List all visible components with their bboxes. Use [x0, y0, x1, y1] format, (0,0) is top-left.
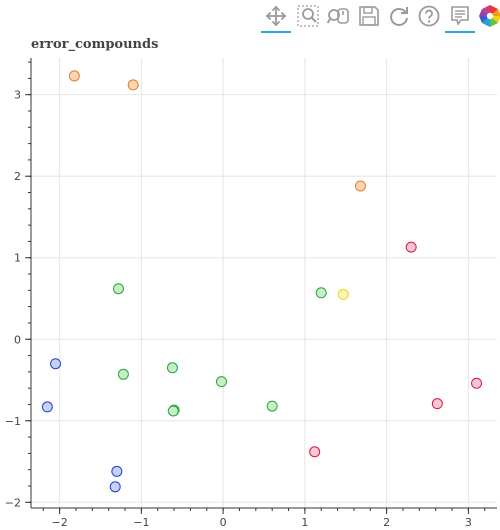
y-tick-label: 2 — [14, 170, 21, 183]
scatter-point[interactable] — [471, 377, 483, 389]
bokeh-logo[interactable] — [478, 4, 500, 28]
x-tick-label: −2 — [52, 516, 68, 529]
x-tick-label: 2 — [383, 516, 390, 529]
box-zoom-tool[interactable] — [296, 4, 320, 28]
y-tick-label: 0 — [14, 333, 21, 346]
x-tick-label: 0 — [220, 516, 227, 529]
x-tick-label: −1 — [133, 516, 149, 529]
y-tick-label: −2 — [5, 496, 21, 509]
hover-tooltip-icon — [451, 6, 469, 26]
wheel-zoom-tool[interactable] — [326, 4, 350, 28]
scatter-point[interactable] — [109, 481, 121, 493]
hover-tool[interactable] — [445, 4, 475, 33]
scatter-point[interactable] — [405, 241, 417, 253]
pan-move-icon — [265, 5, 287, 27]
scatter-point[interactable] — [166, 362, 178, 374]
y-tick-label: 3 — [14, 89, 21, 102]
scatter-point[interactable] — [337, 288, 349, 300]
scatter-point[interactable] — [309, 446, 321, 458]
help-icon — [418, 5, 440, 27]
scatter-point[interactable] — [50, 358, 62, 370]
scatter-point[interactable] — [315, 287, 327, 299]
scatter-point[interactable] — [167, 405, 179, 417]
scatter-point[interactable] — [68, 70, 80, 82]
scatter-point[interactable] — [117, 368, 129, 380]
scatter-point[interactable] — [41, 401, 53, 413]
x-tick-label: 3 — [465, 516, 472, 529]
scatter-point[interactable] — [266, 400, 278, 412]
x-tick-label: 1 — [301, 516, 308, 529]
toolbar — [0, 0, 500, 33]
scatter-point[interactable] — [127, 79, 139, 91]
help-tool[interactable] — [417, 4, 441, 28]
reset-icon — [390, 7, 408, 26]
save-tool[interactable] — [357, 4, 381, 28]
save-icon — [359, 6, 379, 26]
reset-tool[interactable] — [387, 4, 411, 28]
scatter-point[interactable] — [112, 283, 124, 295]
y-tick-label: −1 — [5, 415, 21, 428]
plot-title: error_compounds — [31, 37, 159, 52]
wheel-zoom-icon — [326, 8, 349, 24]
pan-tool[interactable] — [261, 4, 291, 33]
scatter-point[interactable] — [111, 465, 123, 477]
scatter-point[interactable] — [354, 180, 366, 192]
y-tick-label: 1 — [14, 252, 21, 265]
scatter-point[interactable] — [431, 398, 443, 410]
bokeh-logo-icon — [479, 5, 500, 27]
scatter-point[interactable] — [215, 376, 227, 388]
box-zoom-icon — [297, 5, 319, 27]
